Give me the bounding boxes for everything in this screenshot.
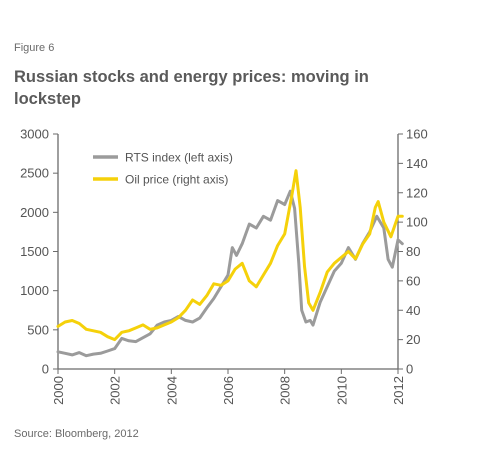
right-axis-tick-label: 140 xyxy=(406,156,428,171)
legend: RTS index (left axis) Oil price (right ax… xyxy=(93,151,233,187)
x-axis-tick-label: 2000 xyxy=(51,376,66,405)
right-axis-tick-label: 100 xyxy=(406,215,428,230)
rts-index-line xyxy=(56,189,404,358)
right-axis-tick-label: 20 xyxy=(406,332,420,347)
chart-title: Russian stocks and energy prices: moving… xyxy=(14,68,369,108)
right-axis-tick-label: 160 xyxy=(406,127,428,142)
x-axis-tick-label: 2008 xyxy=(278,376,293,405)
oil-price-line xyxy=(56,169,404,342)
right-axis-tick-label: 40 xyxy=(406,303,420,318)
right-axis-tick-label: 80 xyxy=(406,244,420,259)
figure-label: Figure 6 xyxy=(14,42,55,54)
tick-labels: 0 500 1000 1500 2000 2500 3000 0 20 40 60 80 100 120 1… xyxy=(20,127,428,405)
left-axis-tick-label: 2000 xyxy=(20,205,49,220)
left-axis-tick-label: 500 xyxy=(27,322,49,337)
source-note: Source: Bloomberg, 2012 xyxy=(14,428,139,440)
left-axis-tick-label: 2500 xyxy=(20,166,49,181)
left-axis-tick-label: 1000 xyxy=(20,283,49,298)
x-axis-tick-label: 2006 xyxy=(221,376,236,405)
left-axis-tick-label: 1500 xyxy=(20,244,49,259)
legend-oil-label: Oil price (right axis) xyxy=(125,173,228,187)
right-axis-tick-label: 0 xyxy=(406,362,413,377)
x-axis-tick-label: 2002 xyxy=(108,376,123,405)
axes xyxy=(53,133,403,374)
x-axis-tick-label: 2010 xyxy=(334,376,349,405)
left-axis-tick-label: 3000 xyxy=(20,127,49,142)
legend-rts-label: RTS index (left axis) xyxy=(125,151,233,165)
right-axis-tick-label: 120 xyxy=(406,185,428,200)
series-layer xyxy=(56,169,404,358)
x-axis-tick-label: 2012 xyxy=(391,376,406,405)
right-axis-tick-label: 60 xyxy=(406,273,420,288)
x-axis-tick-label: 2004 xyxy=(164,376,179,405)
left-axis-tick-label: 0 xyxy=(42,362,49,377)
